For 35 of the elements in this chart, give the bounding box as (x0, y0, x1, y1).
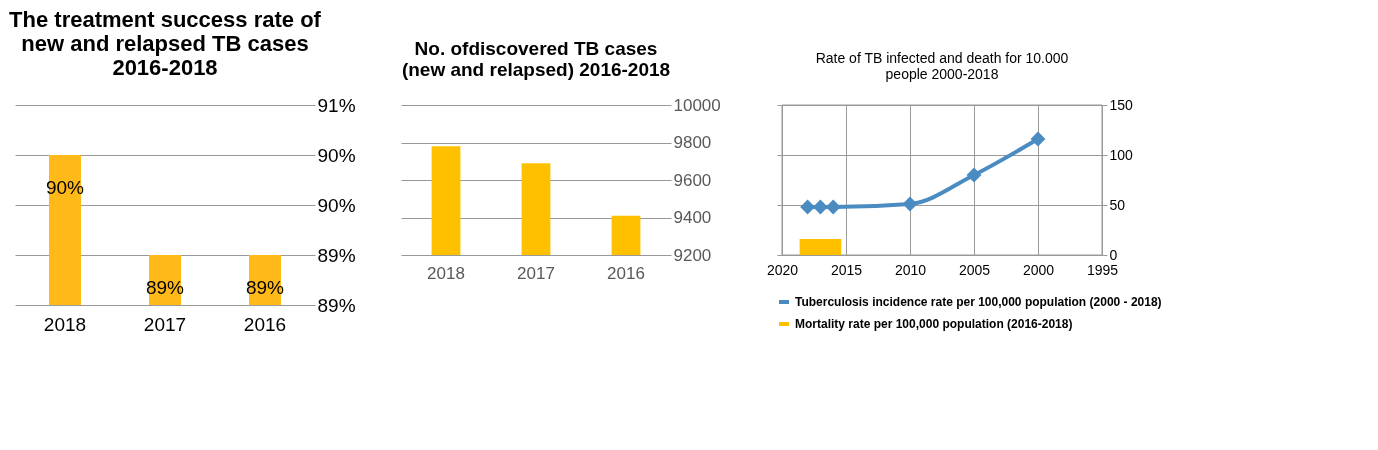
chart-title: Rate of TB infected and death for 10.000 people 2000-2018 (815, 50, 1069, 82)
x-tick-label: 2018 (43, 313, 87, 335)
x-tick-label: 2005 (958, 261, 991, 278)
point (825, 199, 841, 215)
y-tick-label: 150 (1109, 96, 1134, 113)
y-tick-label: 90% (317, 194, 356, 216)
x-tick-label: 1995 (1086, 261, 1119, 278)
y-tick-label: 100 (1109, 146, 1134, 163)
legend-label: Tuberculosis incidence rate per 100,000 population (2000 - 2018) (795, 295, 1162, 309)
y-tick-label: 91% (317, 94, 356, 116)
point (1030, 131, 1046, 147)
y-tick-label: 90% (317, 144, 356, 166)
y-tick-label: 9600 (673, 170, 712, 190)
x-tick-label: 2000 (1022, 261, 1055, 278)
y-tick-label: 9800 (673, 133, 712, 152)
point (966, 167, 982, 183)
legend-label: Mortality rate per 100,000 population (2016-2018) (795, 317, 1073, 331)
y-tick-label: 9400 (673, 208, 712, 227)
y-tick-label: 9200 (673, 245, 712, 265)
chart-title: The treatment success rate of new and relapsed TB cases 2016-2018 (9, 7, 322, 80)
y-tick-label: 10000 (673, 95, 721, 115)
y-tick-label: 89% (317, 244, 356, 266)
x-tick-label: 2015 (830, 261, 863, 278)
x-tick-label: 2010 (894, 261, 927, 278)
x-tick-label: 2017 (143, 313, 187, 335)
point (902, 196, 918, 212)
x-tick-label: 2020 (766, 261, 799, 278)
y-tick-label: 89% (317, 294, 356, 316)
chart-title: No. ofdiscovered TB cases (new and relapsed) 2016-2018 (401, 38, 671, 80)
x-tick-label: 2016 (607, 263, 645, 283)
x-tick-label: 2017 (517, 263, 555, 283)
y-tick-label: 0 (1109, 246, 1118, 263)
x-tick-label: 2018 (427, 263, 465, 283)
y-tick-label: 50 (1109, 196, 1126, 213)
x-tick-label: 2016 (243, 313, 287, 335)
